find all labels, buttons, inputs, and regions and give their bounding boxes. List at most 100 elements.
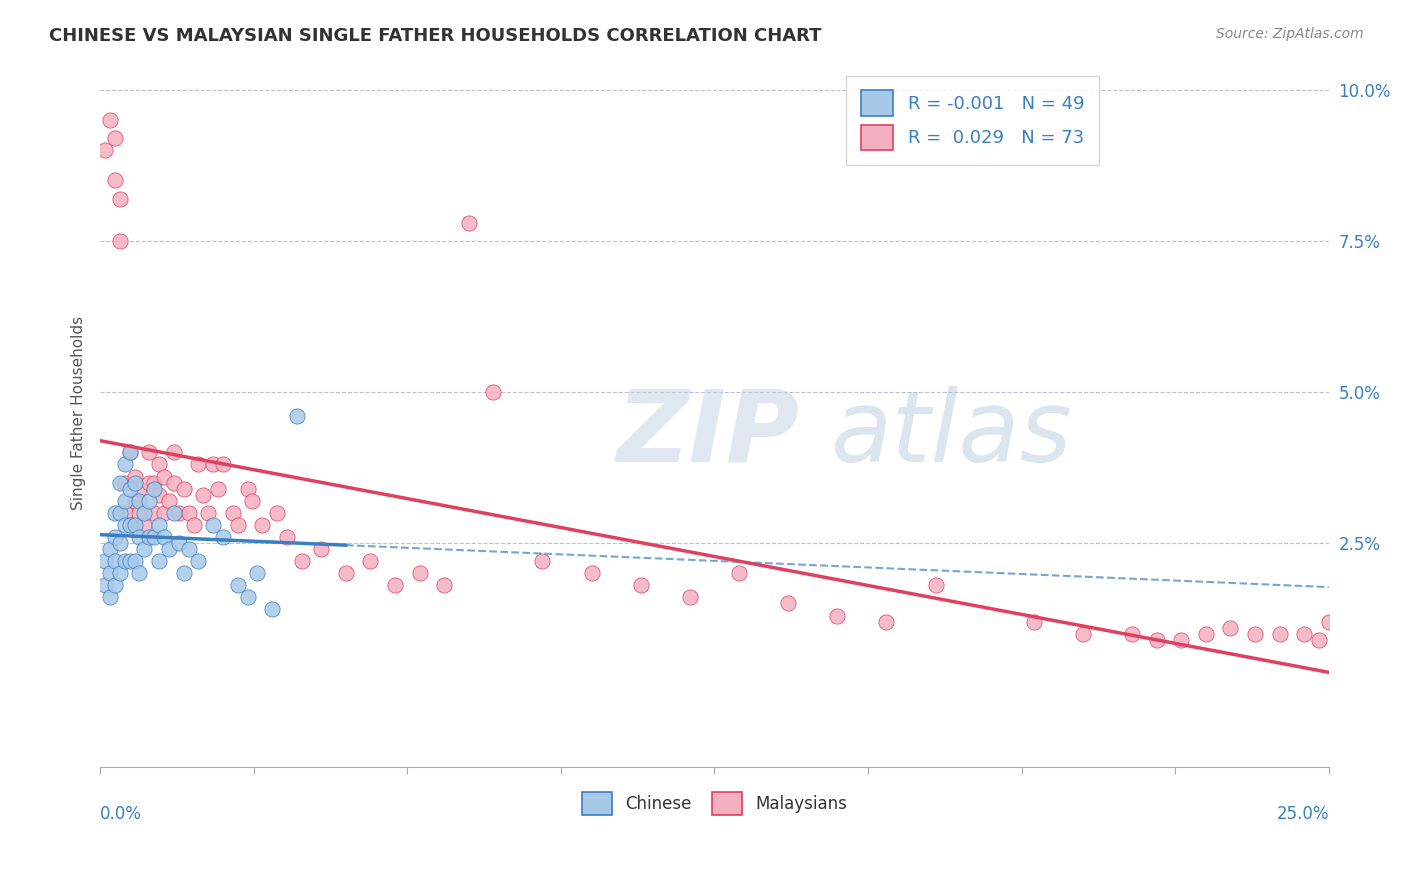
Text: atlas: atlas [831,386,1073,483]
Point [124,469,146,483]
Point [226,517,249,532]
Point [114,458,136,472]
Point [128,506,150,520]
Point [143,482,166,496]
Point [134,542,156,557]
Point [236,482,259,496]
Point [134,506,156,520]
Point [226,578,249,592]
Point [114,475,136,490]
Point [153,506,176,520]
Point [128,493,150,508]
Point [118,517,141,532]
Point [193,488,215,502]
Point [207,482,229,496]
Text: Source: ZipAtlas.com: Source: ZipAtlas.com [1216,27,1364,41]
Point [157,493,180,508]
Point [104,131,127,145]
Point [222,506,245,520]
Point [531,554,554,568]
Point [1317,615,1340,629]
Point [167,506,190,520]
Point [433,578,456,592]
Point [94,578,117,592]
Point [242,493,264,508]
Point [98,566,121,581]
Point [252,517,274,532]
Point [134,517,156,532]
Point [124,554,146,568]
Point [177,542,200,557]
Point [1146,632,1168,647]
Point [311,542,333,557]
Point [153,530,176,544]
Point [246,566,269,581]
Point [167,536,190,550]
Text: 25.0%: 25.0% [1277,805,1329,823]
Point [108,506,131,520]
Point [114,506,136,520]
Point [138,530,160,544]
Point [138,445,160,459]
Point [187,554,209,568]
Point [1121,626,1143,640]
Point [173,566,195,581]
Point [1244,626,1267,640]
Point [212,530,235,544]
Point [98,542,121,557]
Point [236,591,259,605]
Point [163,506,186,520]
Point [581,566,603,581]
Point [124,475,146,490]
Point [285,409,308,423]
Point [679,591,702,605]
Text: 0.0%: 0.0% [100,805,142,823]
Point [875,615,897,629]
Point [104,173,127,187]
Point [128,482,150,496]
Point [187,458,209,472]
Point [1170,632,1192,647]
Point [173,482,195,496]
Point [177,506,200,520]
Point [94,554,117,568]
Point [114,493,136,508]
Point [98,113,121,128]
Point [124,517,146,532]
Point [148,554,170,568]
Point [202,458,225,472]
Point [138,493,160,508]
Point [1294,626,1316,640]
Point [778,597,800,611]
Point [1022,615,1045,629]
Point [1219,621,1241,635]
Point [197,506,219,520]
Point [108,536,131,550]
Point [143,530,166,544]
Point [924,578,946,592]
Text: CHINESE VS MALAYSIAN SINGLE FATHER HOUSEHOLDS CORRELATION CHART: CHINESE VS MALAYSIAN SINGLE FATHER HOUSE… [49,27,821,45]
Point [128,566,150,581]
Point [148,517,170,532]
Point [118,445,141,459]
Point [202,517,225,532]
Point [118,482,141,496]
Point [153,469,176,483]
Point [276,530,298,544]
Point [262,602,284,616]
Point [114,517,136,532]
Point [104,578,127,592]
Point [212,458,235,472]
Point [384,578,406,592]
Legend: Chinese, Malaysians: Chinese, Malaysians [575,785,853,822]
Point [630,578,652,592]
Point [482,384,505,399]
Point [114,554,136,568]
Point [827,608,849,623]
Point [108,566,131,581]
Point [148,488,170,502]
Point [163,445,186,459]
Point [1071,626,1094,640]
Point [143,475,166,490]
Point [183,517,205,532]
